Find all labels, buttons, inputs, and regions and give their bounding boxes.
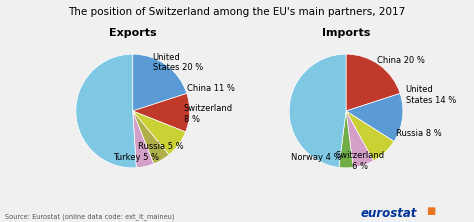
Text: Turkey 5 %: Turkey 5 % bbox=[112, 153, 159, 162]
Wedge shape bbox=[289, 54, 346, 167]
Text: Other 48  %: Other 48 % bbox=[0, 221, 1, 222]
Wedge shape bbox=[339, 111, 353, 168]
Text: United
States 14 %: United States 14 % bbox=[406, 85, 456, 105]
Text: Other 52  %: Other 52 % bbox=[0, 221, 1, 222]
Text: Switzerland
8 %: Switzerland 8 % bbox=[184, 104, 233, 124]
Wedge shape bbox=[133, 111, 154, 168]
Text: Norway 4 %: Norway 4 % bbox=[291, 153, 342, 162]
Text: eurostat: eurostat bbox=[360, 207, 417, 220]
Wedge shape bbox=[76, 54, 137, 168]
Wedge shape bbox=[133, 54, 187, 111]
Wedge shape bbox=[346, 111, 374, 167]
Wedge shape bbox=[133, 111, 169, 164]
Wedge shape bbox=[133, 111, 186, 155]
Text: Russia 5 %: Russia 5 % bbox=[138, 142, 184, 151]
Wedge shape bbox=[133, 93, 190, 132]
Text: Switzerland
6 %: Switzerland 6 % bbox=[336, 151, 385, 171]
Text: ■: ■ bbox=[427, 206, 436, 216]
Wedge shape bbox=[346, 111, 394, 161]
Wedge shape bbox=[346, 54, 400, 111]
Text: China 20 %: China 20 % bbox=[377, 56, 425, 65]
Text: Source: Eurostat (online data code: ext_lt_maineu): Source: Eurostat (online data code: ext_… bbox=[5, 213, 174, 220]
Title: Exports: Exports bbox=[109, 28, 156, 38]
Title: Imports: Imports bbox=[322, 28, 370, 38]
Text: United
States 20 %: United States 20 % bbox=[153, 53, 203, 72]
Text: The position of Switzerland among the EU's main partners, 2017: The position of Switzerland among the EU… bbox=[68, 7, 406, 17]
Text: China 11 %: China 11 % bbox=[187, 84, 235, 93]
Wedge shape bbox=[346, 93, 403, 141]
Text: Russia 8 %: Russia 8 % bbox=[396, 129, 442, 138]
